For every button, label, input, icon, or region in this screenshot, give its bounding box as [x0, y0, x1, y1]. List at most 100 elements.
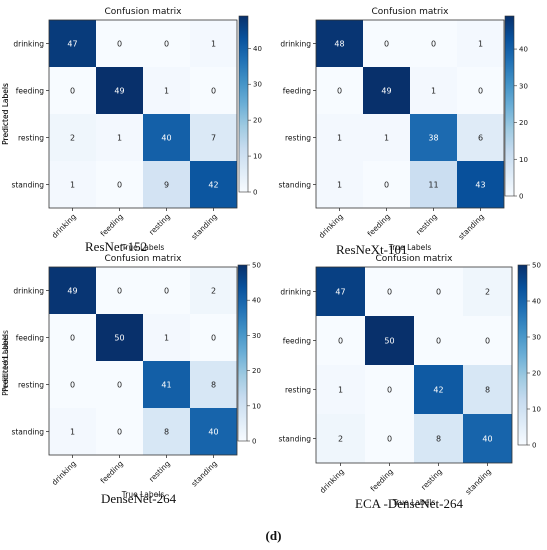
cell-label-eca-densenet-264-r0-c1: 0	[387, 288, 392, 297]
cell-label-resnet-152-r1-c0: 0	[70, 87, 75, 96]
cell-label-densenet-264-r1-c1: 50	[114, 334, 124, 343]
colorbar-tick-label-resnet-152-2: 20	[253, 117, 262, 125]
y-tick-label-densenet-264-1: feeding	[16, 334, 44, 343]
cell-label-densenet-264-r2-c1: 0	[117, 381, 122, 390]
cell-label-densenet-264-r2-c3: 8	[211, 381, 216, 390]
y-tick-label-resnet-152-1: feeding	[16, 87, 44, 96]
cell-resnext-101-r2-c0	[316, 114, 363, 161]
cell-label-eca-densenet-264-r2-c1: 0	[387, 386, 392, 395]
x-axis-label-resnet-152: True Labels	[121, 243, 165, 252]
plot-frame-densenet-264	[48, 266, 238, 456]
x-axis-label-densenet-264: True Labels	[121, 490, 165, 499]
cell-resnext-101-r2-c3	[457, 114, 504, 161]
cell-label-resnext-101-r1-c1: 49	[381, 87, 391, 96]
cell-densenet-264-r0-c2	[143, 267, 190, 314]
cell-label-densenet-264-r2-c2: 41	[161, 381, 171, 390]
x-tick-label-resnet-152-2: resting	[147, 212, 172, 237]
cell-label-densenet-264-r0-c2: 0	[164, 287, 169, 296]
cell-densenet-264-r0-c0	[49, 267, 96, 314]
cell-label-eca-densenet-264-r0-c2: 0	[436, 288, 441, 297]
cell-label-resnext-101-r1-c0: 0	[337, 87, 342, 96]
cell-densenet-264-r2-c0	[49, 361, 96, 408]
chart-title-densenet-264: Confusion matrix	[105, 254, 183, 264]
cell-eca-densenet-264-r0-c2	[414, 267, 463, 316]
cell-label-resnext-101-r0-c1: 0	[384, 40, 389, 49]
cell-resnext-101-r0-c2	[410, 20, 457, 67]
colorbar-tick-label-resnet-152-1: 10	[253, 153, 262, 161]
cell-eca-densenet-264-r3-c2	[414, 414, 463, 463]
cell-resnext-101-r2-c1	[363, 114, 410, 161]
y-tick-label-eca-densenet-264-3: standing	[278, 435, 311, 444]
colorbar-tick-label-eca-densenet-264-3: 30	[532, 334, 541, 342]
cell-label-resnet-152-r3-c2: 9	[164, 181, 169, 190]
cell-resnext-101-r1-c3	[457, 67, 504, 114]
y-tick-label-eca-densenet-264-1: feeding	[283, 337, 311, 346]
caption-resnext-101: ResNeXt-101	[336, 242, 408, 257]
cell-label-resnext-101-r2-c0: 1	[337, 134, 342, 143]
cell-label-densenet-264-r0-c0: 49	[67, 287, 77, 296]
colorbar-resnet-152	[238, 15, 249, 193]
plot-frame-resnext-101	[315, 19, 505, 209]
caption-resnet-152: ResNet-152	[85, 239, 148, 254]
y-axis-label-eca-densenet-264: Predicted Labels	[1, 334, 10, 396]
chart-title-resnext-101: Confusion matrix	[372, 7, 450, 17]
cell-label-resnext-101-r0-c0: 48	[334, 40, 344, 49]
cell-label-densenet-264-r3-c2: 8	[164, 428, 169, 437]
cell-label-eca-densenet-264-r1-c2: 0	[436, 337, 441, 346]
x-tick-label-densenet-264-2: resting	[147, 459, 172, 484]
cell-label-eca-densenet-264-r1-c0: 0	[338, 337, 343, 346]
colorbar-tick-label-eca-densenet-264-1: 10	[532, 406, 541, 414]
cell-eca-densenet-264-r2-c3	[463, 365, 512, 414]
figure-label: (d)	[265, 528, 282, 543]
cell-label-resnext-101-r0-c3: 1	[478, 40, 483, 49]
y-axis-label-resnext-101: Predicted Labels	[1, 83, 10, 145]
cell-label-resnext-101-r2-c1: 1	[384, 134, 389, 143]
cell-densenet-264-r2-c2	[143, 361, 190, 408]
y-tick-label-resnext-101-2: resting	[285, 134, 311, 143]
colorbar-tick-label-resnext-101-4: 40	[519, 46, 528, 54]
cell-eca-densenet-264-r3-c3	[463, 414, 512, 463]
cell-eca-densenet-264-r0-c1	[365, 267, 414, 316]
cell-resnext-101-r3-c0	[316, 161, 363, 208]
cell-resnet-152-r2-c3	[190, 114, 237, 161]
cell-eca-densenet-264-r3-c0	[316, 414, 365, 463]
cell-eca-densenet-264-r0-c3	[463, 267, 512, 316]
cell-resnet-152-r2-c1	[96, 114, 143, 161]
cell-densenet-264-r3-c3	[190, 408, 237, 455]
cell-resnet-152-r0-c0	[49, 20, 96, 67]
cell-densenet-264-r3-c2	[143, 408, 190, 455]
cell-label-densenet-264-r1-c0: 0	[70, 334, 75, 343]
cell-label-eca-densenet-264-r3-c1: 0	[387, 435, 392, 444]
cell-label-resnet-152-r2-c0: 2	[70, 134, 75, 143]
colorbar-tick-label-densenet-264-4: 40	[252, 297, 261, 305]
cell-label-resnext-101-r0-c2: 0	[431, 40, 436, 49]
cell-eca-densenet-264-r1-c1	[365, 316, 414, 365]
colorbar-tick-label-densenet-264-5: 50	[252, 262, 261, 270]
caption-eca-densenet-264: ECA -DenseNet-264	[355, 496, 463, 511]
cell-label-resnet-152-r0-c3: 1	[211, 40, 216, 49]
cell-resnet-152-r2-c0	[49, 114, 96, 161]
y-tick-label-eca-densenet-264-2: resting	[285, 386, 311, 395]
cell-resnet-152-r2-c2	[143, 114, 190, 161]
cell-label-eca-densenet-264-r1-c1: 50	[384, 337, 394, 346]
cell-label-resnext-101-r3-c1: 0	[384, 181, 389, 190]
x-tick-label-eca-densenet-264-1: feeding	[369, 467, 395, 493]
chart-title-eca-densenet-264: Confusion matrix	[376, 254, 454, 264]
colorbar-tick-label-eca-densenet-264-4: 40	[532, 298, 541, 306]
cell-label-resnet-152-r1-c2: 1	[164, 87, 169, 96]
y-tick-label-resnext-101-1: feeding	[283, 87, 311, 96]
cell-label-resnet-152-r0-c2: 0	[164, 40, 169, 49]
y-tick-label-resnext-101-3: standing	[278, 181, 311, 190]
cell-resnet-152-r3-c1	[96, 161, 143, 208]
cell-resnet-152-r1-c3	[190, 67, 237, 114]
colorbar-tick-label-resnext-101-2: 20	[519, 119, 528, 127]
cell-densenet-264-r0-c1	[96, 267, 143, 314]
y-tick-label-resnext-101-0: drinking	[280, 40, 311, 49]
colorbar-tick-label-densenet-264-0: 0	[252, 438, 256, 446]
colorbar-tick-label-resnext-101-1: 10	[519, 156, 528, 164]
cell-densenet-264-r3-c0	[49, 408, 96, 455]
colorbar-eca-densenet-264	[517, 264, 528, 446]
